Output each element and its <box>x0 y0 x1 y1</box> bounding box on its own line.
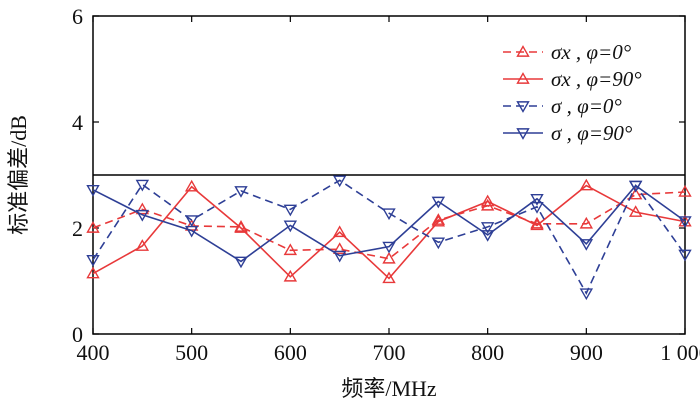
x-tick-label: 800 <box>471 340 504 365</box>
legend-marker <box>516 45 530 57</box>
data-point <box>628 187 643 200</box>
legend: σx , φ=0° σx , φ=90° σ , φ=0° σ , φ=90° <box>503 40 642 145</box>
x-tick-label: 700 <box>373 340 406 365</box>
data-point <box>678 216 692 229</box>
data-point <box>530 201 544 214</box>
data-point <box>332 242 347 255</box>
series-3 <box>86 180 692 269</box>
legend-entry: σ , φ=0° <box>503 94 622 118</box>
data-point <box>678 249 692 262</box>
data-point <box>678 185 692 197</box>
legend-entry: σ , φ=90° <box>503 121 633 145</box>
data-point <box>480 230 495 242</box>
legend-entry: σx , φ=0° <box>503 40 632 64</box>
data-point <box>431 237 446 250</box>
data-point <box>628 205 643 217</box>
data-point <box>184 225 199 238</box>
y-axis: 0 2 4 6 <box>72 4 685 347</box>
data-point <box>431 213 446 225</box>
data-point <box>382 271 396 284</box>
data-point <box>579 239 594 251</box>
legend-marker <box>516 101 530 113</box>
data-point <box>234 221 248 233</box>
y-tick-label: 6 <box>72 4 83 29</box>
data-point <box>283 243 298 256</box>
data-point <box>579 216 594 229</box>
x-tick-label: 600 <box>274 340 307 365</box>
legend-marker <box>516 128 530 140</box>
data-point <box>628 180 643 193</box>
x-tick-label: 400 <box>77 340 110 365</box>
legend-label: σx , φ=0° <box>551 40 632 64</box>
data-point <box>382 241 396 254</box>
y-axis-title: 标准偏差/dB <box>6 115 31 235</box>
data-point <box>283 269 298 282</box>
data-point <box>530 194 544 206</box>
data-point <box>382 208 396 221</box>
y-tick-label: 2 <box>72 216 83 241</box>
series-line <box>92 179 686 295</box>
x-tick-label: 900 <box>570 340 603 365</box>
data-point <box>234 186 248 198</box>
data-point <box>332 250 347 263</box>
data-point <box>283 220 298 233</box>
series-line <box>92 191 686 260</box>
data-point <box>480 194 495 207</box>
data-point <box>135 202 150 215</box>
data-point <box>135 239 150 251</box>
legend-label: σ , φ=0° <box>551 94 622 118</box>
data-point <box>382 251 396 264</box>
legend-label: σ , φ=90° <box>551 121 633 145</box>
legend-marker <box>516 72 530 84</box>
legend-label: σx , φ=90° <box>551 67 642 91</box>
series-line <box>92 184 686 263</box>
legend-entry: σx , φ=90° <box>503 67 642 91</box>
data-point <box>283 204 298 217</box>
series-line <box>92 184 686 280</box>
x-tick-label: 1 000 <box>660 340 700 365</box>
y-tick-label: 0 <box>72 322 83 347</box>
data-point <box>332 225 347 238</box>
x-tick-label: 500 <box>175 340 208 365</box>
y-tick-label: 4 <box>72 110 83 135</box>
data-point <box>234 256 248 269</box>
data-point <box>530 218 544 231</box>
data-point <box>431 196 446 209</box>
x-axis-title: 频率/MHz <box>341 376 437 401</box>
series-1 <box>86 178 692 284</box>
data-point <box>480 222 495 234</box>
data-point <box>184 179 199 192</box>
data-point <box>579 178 594 191</box>
data-point <box>135 209 150 222</box>
data-point <box>86 221 100 233</box>
series-layer <box>86 175 692 301</box>
data-point <box>579 288 594 301</box>
x-axis: 400 500 600 700 800 900 1 000 <box>77 16 700 365</box>
data-point <box>135 179 150 192</box>
data-point <box>332 175 347 188</box>
data-point <box>86 266 100 279</box>
series-2 <box>86 175 692 301</box>
data-point <box>184 215 199 227</box>
data-point <box>431 214 446 227</box>
data-point <box>86 254 100 267</box>
data-point <box>86 185 100 197</box>
